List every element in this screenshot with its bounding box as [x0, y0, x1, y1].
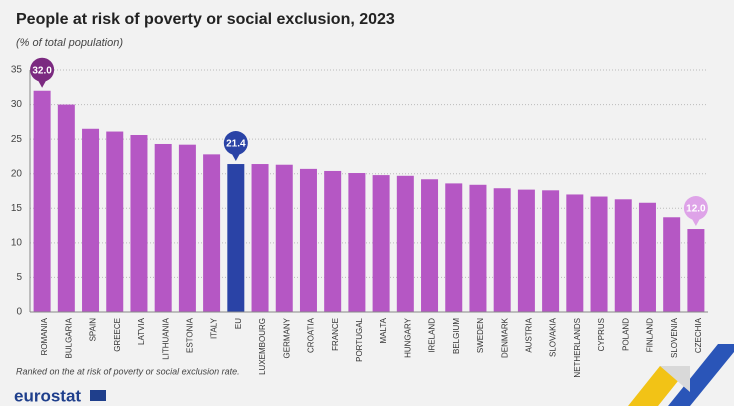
chart-title: People at risk of poverty or social excl…: [16, 11, 395, 28]
x-tick-label: POLAND: [621, 318, 630, 351]
y-tick-label: 10: [11, 237, 23, 248]
y-tick-label: 35: [11, 65, 23, 76]
bar: [348, 173, 366, 312]
x-tick-label: CYPRUS: [597, 318, 606, 351]
footnote: Ranked on the at risk of poverty or soci…: [16, 366, 240, 376]
callout-bubble: [683, 196, 708, 221]
x-tick-label: PORTUGAL: [355, 317, 364, 361]
x-tick-label: NETHERLANDS: [573, 318, 582, 378]
bar: [251, 164, 269, 312]
x-tick-label: LITHUANIA: [161, 317, 170, 359]
y-tick-label: 30: [11, 99, 23, 110]
bar: [324, 170, 342, 312]
decor: [660, 366, 690, 392]
bar: [614, 199, 632, 312]
bar: [663, 217, 681, 312]
callout-bubble: [223, 131, 248, 156]
x-tick-label: BELGIUM: [452, 318, 461, 354]
logo-text: eurostat: [14, 386, 81, 405]
x-tick-label: EU: [234, 318, 243, 329]
x-tick-label: SPAIN: [89, 318, 98, 342]
bar: [275, 164, 293, 312]
x-tick-label: GERMANY: [282, 317, 291, 358]
y-tick-label: 20: [11, 168, 23, 179]
x-tick-label: LUXEMBOURG: [258, 318, 267, 375]
x-tick-label: FINLAND: [646, 318, 655, 352]
x-tick-label: DENMARK: [500, 317, 509, 358]
x-tick-label: IRELAND: [428, 318, 437, 353]
x-tick-label: CZECHIA: [694, 317, 703, 353]
callout-bubble: [30, 57, 55, 82]
x-tick-label: FRANCE: [331, 318, 340, 351]
x-tick-label: LATVIA: [137, 317, 146, 345]
y-tick-label: 0: [16, 307, 22, 318]
bar: [469, 184, 487, 312]
x-tick-label: ITALY: [210, 317, 219, 339]
x-tick-label: MALTA: [379, 317, 388, 343]
y-tick-label: 15: [11, 203, 23, 214]
bar: [130, 134, 148, 312]
x-tick-label: BULGARIA: [64, 317, 73, 358]
bar: [687, 229, 705, 312]
x-tick-label: ESTONIA: [186, 317, 195, 353]
x-tick-label: SLOVAKIA: [549, 317, 558, 357]
y-tick-label: 5: [16, 272, 22, 283]
bar: [154, 143, 172, 312]
chart-subtitle: (% of total population): [16, 37, 123, 49]
x-tick-label: CROATIA: [307, 317, 316, 353]
value-label: 21.4: [226, 139, 246, 150]
bar: [106, 131, 124, 312]
bar: [542, 190, 560, 312]
bar: [396, 175, 414, 312]
bar: [590, 196, 608, 312]
bar: [372, 175, 390, 312]
bar: [421, 179, 439, 312]
bar: [299, 168, 317, 312]
bar: [493, 188, 511, 312]
bar: [82, 128, 100, 312]
y-tick-label: 25: [11, 134, 23, 145]
x-tick-label: SLOVENIA: [670, 317, 679, 358]
bar: [33, 90, 51, 312]
bar: [566, 194, 584, 312]
bar: [517, 189, 535, 312]
value-label: 12.0: [686, 204, 706, 215]
bar: [57, 104, 75, 312]
x-tick-label: HUNGARY: [403, 317, 412, 358]
value-label: 32.0: [32, 65, 52, 76]
decor: [668, 344, 734, 406]
bar: [227, 164, 245, 312]
bar: [638, 202, 656, 312]
bar: [178, 144, 196, 312]
x-tick-label: ROMANIA: [40, 317, 49, 355]
x-tick-label: GREECE: [113, 318, 122, 352]
bar: [445, 183, 463, 312]
bar: [203, 154, 221, 312]
x-tick-label: SWEDEN: [476, 318, 485, 353]
eu-flag: [90, 390, 106, 401]
x-tick-label: AUSTRIA: [525, 317, 534, 352]
